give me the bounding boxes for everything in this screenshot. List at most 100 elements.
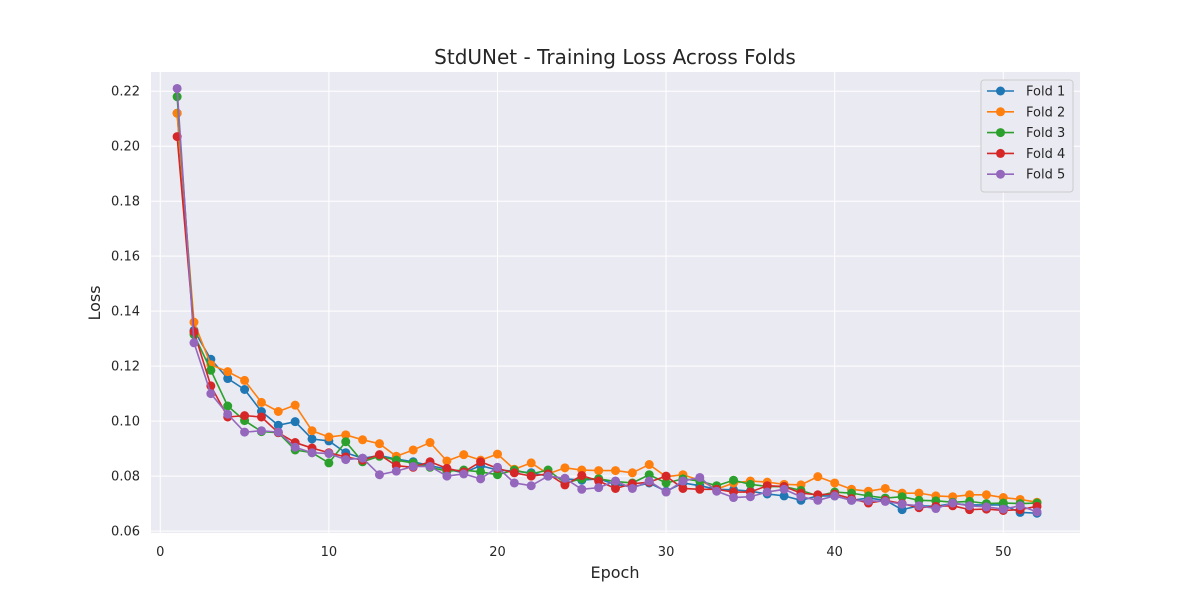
data-point [897, 499, 907, 509]
data-point [442, 456, 452, 466]
x-tick-label: 10 [321, 545, 338, 560]
data-point [358, 453, 368, 463]
data-point [965, 490, 975, 500]
data-point [762, 487, 772, 497]
data-point [1032, 507, 1042, 517]
data-point [290, 442, 300, 452]
data-point [729, 493, 739, 503]
data-point [240, 411, 250, 421]
data-point [425, 461, 435, 471]
series-line [176, 113, 1038, 515]
data-point [341, 430, 351, 440]
data-point [206, 389, 216, 399]
legend-marker [996, 107, 1005, 117]
data-point [577, 471, 587, 481]
y-tick-label: 0.12 [111, 360, 140, 375]
data-point [644, 476, 654, 486]
data-point [172, 83, 182, 93]
legend-marker [996, 148, 1005, 158]
data-point [594, 483, 604, 493]
data-point [425, 438, 435, 448]
data-point [459, 450, 469, 460]
data-point [594, 466, 604, 476]
data-point [830, 478, 840, 488]
data-point [476, 457, 486, 467]
data-point [307, 426, 317, 436]
data-point [661, 471, 671, 481]
data-point [914, 488, 924, 498]
data-point [796, 492, 806, 502]
data-point [273, 427, 283, 437]
x-tick-label: 20 [489, 545, 506, 560]
data-point [374, 450, 384, 460]
legend-label: Fold 3 [1026, 126, 1065, 141]
data-point [712, 486, 722, 496]
y-tick-label: 0.20 [111, 140, 140, 155]
data-point [442, 471, 452, 481]
y-tick-label: 0.18 [111, 195, 140, 210]
data-point [223, 374, 233, 384]
data-point [240, 385, 250, 395]
data-point [863, 496, 873, 506]
data-point [526, 481, 536, 491]
plot-area [151, 72, 1080, 533]
y-tick-label: 0.14 [111, 305, 140, 320]
data-point [408, 445, 418, 455]
data-point [476, 474, 486, 484]
data-point [948, 498, 958, 508]
data-point [880, 483, 890, 493]
data-point [678, 483, 688, 493]
data-point [240, 427, 250, 437]
data-point [813, 495, 823, 505]
data-point [341, 437, 351, 447]
data-point [223, 401, 233, 411]
data-point [678, 476, 688, 486]
data-point [492, 462, 502, 472]
data-point [307, 434, 317, 444]
data-point [341, 455, 351, 465]
data-point [644, 470, 654, 480]
data-point [307, 448, 317, 458]
data-point [492, 470, 502, 480]
data-point [880, 496, 890, 506]
data-point [509, 478, 519, 488]
data-point [442, 463, 452, 473]
data-point [223, 367, 233, 377]
data-point [290, 417, 300, 427]
data-point [560, 480, 570, 490]
data-point [374, 470, 384, 480]
data-point [695, 472, 705, 482]
x-axis-label: Epoch [591, 563, 640, 582]
data-point [476, 467, 486, 477]
data-point [273, 406, 283, 416]
y-tick-label: 0.16 [111, 250, 140, 265]
data-point [661, 487, 671, 497]
data-point [172, 108, 182, 118]
legend-marker [996, 169, 1005, 179]
data-point [981, 490, 991, 500]
data-point [560, 463, 570, 473]
axis-ticks: 0 10 20 30 40 50 0.06 0.08 0.10 0.12 0.14 0.16 0.18 0… [111, 85, 1012, 560]
data-point [914, 501, 924, 511]
data-point [256, 426, 266, 436]
data-point [813, 472, 823, 482]
data-point [594, 476, 604, 486]
y-tick-label: 0.10 [111, 415, 140, 430]
data-point [1015, 501, 1025, 511]
data-point [965, 501, 975, 511]
data-point [998, 504, 1008, 514]
data-point [223, 409, 233, 419]
legend-box [980, 79, 1074, 193]
data-point [408, 461, 418, 471]
data-point [290, 400, 300, 410]
data-point [543, 471, 553, 481]
data-point [526, 471, 536, 481]
series-line [176, 113, 1038, 503]
legend-label: Fold 2 [1026, 105, 1065, 120]
data-point [695, 484, 705, 494]
y-axis-label: Loss [85, 285, 104, 320]
y-tick-label: 0.08 [111, 470, 140, 485]
legend-marker [996, 128, 1005, 138]
data-point [611, 476, 620, 486]
